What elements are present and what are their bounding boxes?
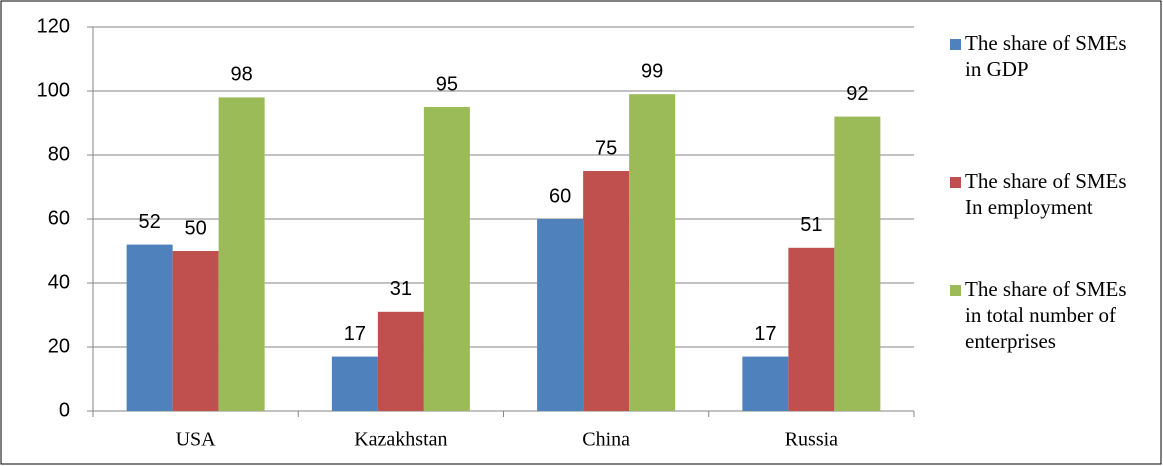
- data-label: 99: [641, 60, 663, 82]
- data-label: 50: [185, 217, 207, 239]
- legend-item: The share of SMEs in total number of ent…: [950, 276, 1150, 354]
- legend-swatch: [950, 177, 961, 188]
- y-tick-label: 60: [48, 207, 70, 229]
- bar: [834, 116, 881, 411]
- legend-label: The share of SMEs in total number of ent…: [965, 277, 1127, 353]
- data-label: 17: [754, 323, 776, 345]
- bar: [788, 247, 835, 411]
- data-label: 95: [436, 73, 458, 95]
- legend-swatch: [950, 285, 961, 296]
- bar: [126, 244, 173, 411]
- y-tick-label: 120: [37, 15, 70, 37]
- data-label: 52: [139, 211, 161, 233]
- data-label: 60: [549, 185, 571, 207]
- bar: [423, 107, 470, 411]
- data-label: 75: [595, 137, 617, 159]
- bar: [742, 356, 789, 411]
- data-label: 17: [344, 323, 366, 345]
- y-tick-label: 100: [37, 79, 70, 101]
- legend-item: The share of SMEs In employment: [950, 168, 1150, 220]
- legend-label: The share of SMEs In employment: [965, 169, 1127, 219]
- y-tick-label: 40: [48, 271, 70, 293]
- data-label: 92: [846, 83, 868, 105]
- y-tick-label: 20: [48, 335, 70, 357]
- x-tick-label: Russia: [785, 429, 838, 451]
- data-label: 31: [390, 278, 412, 300]
- y-tick-label: 0: [59, 399, 70, 421]
- bar: [583, 171, 630, 411]
- bar: [218, 97, 265, 412]
- bar: [377, 311, 424, 411]
- bar: [537, 219, 584, 411]
- legend-item: The share of SMEs in GDP: [950, 30, 1150, 82]
- y-tick-label: 80: [48, 143, 70, 165]
- legend-label: The share of SMEs in GDP: [965, 31, 1127, 81]
- bar: [331, 356, 378, 411]
- bar: [172, 251, 219, 411]
- x-tick-label: Kazakhstan: [354, 429, 447, 451]
- bar: [629, 94, 676, 411]
- legend-swatch: [950, 39, 961, 50]
- x-tick-label: USA: [176, 429, 217, 451]
- x-tick-label: China: [582, 429, 630, 451]
- data-label: 98: [231, 64, 253, 86]
- data-label: 51: [800, 214, 822, 236]
